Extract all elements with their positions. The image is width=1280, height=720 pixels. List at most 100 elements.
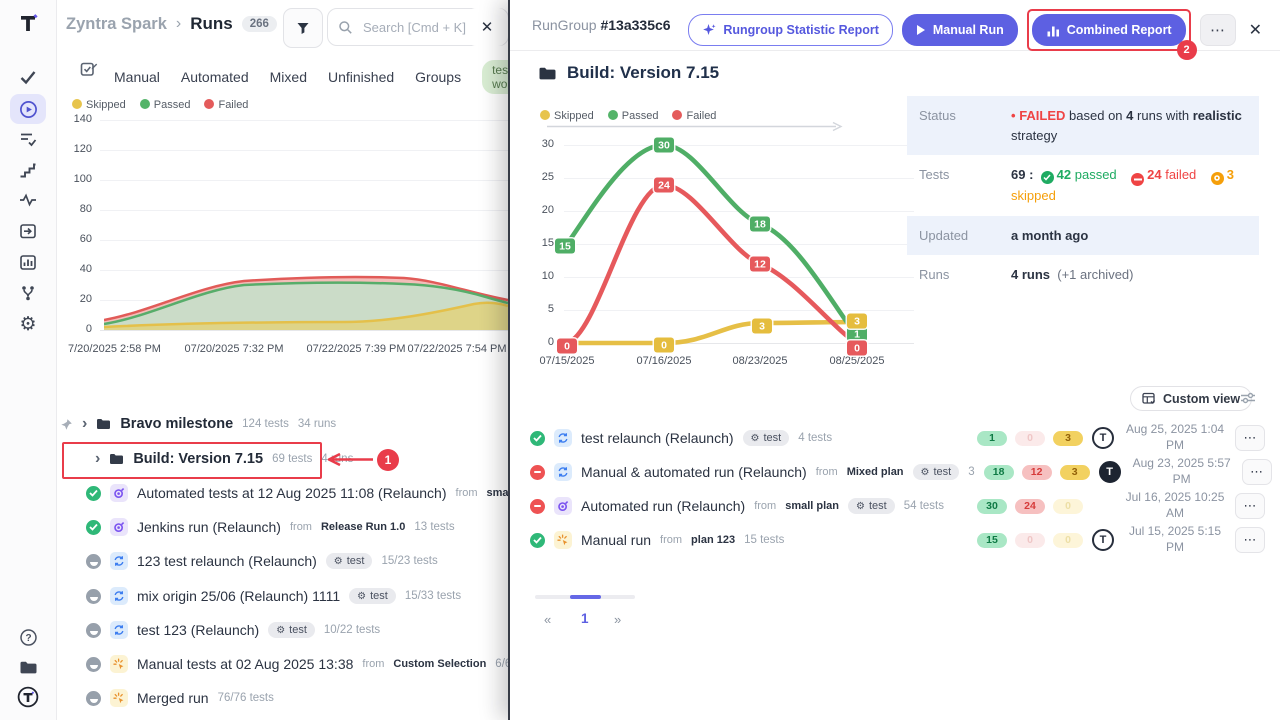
- search-input[interactable]: [361, 18, 498, 36]
- group-runs: 34 runs: [297, 418, 337, 430]
- list-item-highlighted[interactable]: › Build: Version 7.15 69 tests 4 runs: [64, 442, 353, 476]
- workspace-logo-button[interactable]: [10, 682, 46, 712]
- run-title: Manual tests at 02 Aug 2025 13:38: [137, 656, 354, 672]
- y-tick: 30: [541, 138, 554, 150]
- breadcrumb-project[interactable]: Zyntra Spark: [66, 14, 167, 33]
- projects-button[interactable]: [10, 652, 46, 682]
- row-menu-button[interactable]: ⋯: [1235, 493, 1265, 519]
- pagination-prev-button[interactable]: «: [544, 612, 552, 627]
- sidebar-item-milestones[interactable]: [10, 155, 46, 185]
- list-item[interactable]: Automated tests at 12 Aug 2025 11:08 (Re…: [86, 476, 508, 510]
- legend-passed[interactable]: Passed: [139, 99, 190, 111]
- sidebar-item-import[interactable]: [10, 216, 46, 246]
- tag-pill: ⚙ test: [268, 622, 315, 638]
- passed-badge: 18: [983, 464, 1014, 480]
- list-item[interactable]: Merged run 76/76 tests: [86, 681, 274, 715]
- tab-groups[interactable]: Groups: [415, 69, 462, 85]
- from-plan[interactable]: small plan: [785, 500, 839, 512]
- app-logo[interactable]: [10, 8, 46, 38]
- failed-badge: 12: [1021, 464, 1052, 480]
- tag-filter-chip[interactable]: test work: [482, 60, 508, 94]
- run-tests: 76/76 tests: [217, 692, 274, 704]
- data-label: 18: [750, 216, 770, 232]
- skipped-badge: 0: [1053, 532, 1083, 548]
- ellipsis-icon: ⋯: [1243, 532, 1257, 547]
- panel-close-button[interactable]: ✕: [1245, 20, 1266, 40]
- workspace-logo-icon: [17, 686, 39, 708]
- manual-run-button[interactable]: Manual Run: [901, 14, 1018, 46]
- tab-manual[interactable]: Manual: [114, 69, 160, 85]
- tab-automated[interactable]: Automated: [180, 69, 249, 85]
- custom-view-button[interactable]: Custom view: [1130, 386, 1253, 411]
- ellipsis-icon: ⋯: [1243, 498, 1257, 513]
- legend-failed[interactable]: Failed: [204, 99, 248, 111]
- sidebar-item-settings[interactable]: ⚙: [10, 309, 46, 339]
- list-item[interactable]: mix origin 25/06 (Relaunch) 1111 ⚙ test 1…: [86, 579, 461, 613]
- from-plan[interactable]: plan 123: [691, 534, 736, 546]
- gridline: [564, 310, 914, 311]
- list-item[interactable]: Jenkins run (Relaunch) from Release Run …: [86, 510, 455, 544]
- failed-dot-icon: [672, 110, 683, 120]
- legend-failed[interactable]: Failed: [672, 110, 716, 122]
- rungroup-statistic-report-button[interactable]: Rungroup Statistic Report: [688, 14, 893, 46]
- status-failed-icon: [530, 464, 545, 480]
- sidebar-item-runs[interactable]: [10, 94, 46, 124]
- sidebar-item-reports[interactable]: [10, 247, 46, 277]
- import-icon: [20, 224, 36, 239]
- table-row[interactable]: Automated run (Relaunch) from small plan…: [530, 489, 1265, 523]
- row-menu-button[interactable]: ⋯: [1235, 527, 1265, 553]
- list-item[interactable]: 123 test relaunch (Relaunch) ⚙ test 15/23…: [86, 544, 438, 578]
- legend-skipped[interactable]: Skipped: [540, 110, 594, 122]
- x-tick: 7/20/2025 2:58 PM: [68, 343, 161, 355]
- filter-button[interactable]: [283, 8, 323, 48]
- data-label: 3: [847, 313, 867, 329]
- sidebar-item-pulse[interactable]: [10, 185, 46, 215]
- gridline: [100, 150, 508, 151]
- gridline: [564, 244, 914, 245]
- list-item[interactable]: test 123 (Relaunch) ⚙ test 10/22 tests: [86, 613, 380, 647]
- manual-run-icon: [554, 531, 572, 549]
- sidebar-item-test-plans[interactable]: [10, 124, 46, 154]
- search-close-button[interactable]: ✕: [467, 8, 507, 46]
- skipped-badge: 0: [1053, 498, 1083, 514]
- chevron-right-icon[interactable]: ›: [82, 415, 88, 432]
- pagination-page-1[interactable]: 1: [581, 611, 589, 626]
- pagination-next-button[interactable]: »: [614, 612, 622, 627]
- from-plan[interactable]: Custom Selection: [393, 658, 487, 670]
- ellipsis-icon: ⋯: [1243, 430, 1257, 445]
- list-item[interactable]: Manual tests at 02 Aug 2025 13:38 from C…: [86, 647, 508, 681]
- table-row[interactable]: Manual run from plan 123 15 tests 15 0 0…: [530, 523, 1265, 557]
- data-label: 15: [555, 238, 575, 254]
- failed-badge: 24: [1015, 498, 1045, 514]
- row-menu-button[interactable]: ⋯: [1241, 459, 1272, 485]
- combined-report-button[interactable]: Combined Report: [1031, 14, 1186, 46]
- gridline: [100, 240, 508, 241]
- chevron-right-icon[interactable]: ›: [95, 450, 101, 467]
- rungroup-detail-panel: RunGroup #13a335c6 Rungroup Statistic Re…: [508, 0, 1280, 720]
- sidebar-item-tests[interactable]: [10, 62, 46, 92]
- panel-more-button[interactable]: ⋯: [1199, 14, 1236, 46]
- from-plan[interactable]: Mixed plan: [846, 466, 904, 478]
- pulse-icon: [20, 193, 36, 207]
- run-wizard-button[interactable]: [80, 61, 98, 83]
- legend-passed[interactable]: Passed: [607, 110, 658, 122]
- table-row[interactable]: test relaunch (Relaunch) ⚙ test 4 tests 1…: [530, 421, 1265, 455]
- from-plan[interactable]: small plan: [486, 487, 508, 499]
- help-button[interactable]: ?: [10, 622, 46, 652]
- table-row[interactable]: Manual & automated run (Relaunch) from M…: [530, 455, 1272, 489]
- legend-skipped[interactable]: Skipped: [72, 99, 126, 111]
- sidebar-item-branches[interactable]: [10, 278, 46, 308]
- data-label: 0: [847, 340, 867, 356]
- run-date: Jul 15, 2025 5:15 PM: [1128, 524, 1222, 554]
- left-navigation-rail: ⚙ ?: [0, 0, 57, 720]
- panel-header: RunGroup #13a335c6 Rungroup Statistic Re…: [510, 0, 1280, 60]
- tests-value: 69 : 42 passed 24 failed 3 skipped: [1011, 167, 1234, 203]
- row-menu-button[interactable]: ⋯: [1235, 425, 1265, 451]
- list-item[interactable]: › Bravo milestone 124 tests 34 runs: [60, 407, 336, 441]
- from-plan[interactable]: Release Run 1.0: [320, 521, 406, 533]
- tab-unfinished[interactable]: Unfinished: [328, 69, 395, 85]
- horizontal-scrollbar-thumb[interactable]: [570, 595, 601, 599]
- tab-mixed[interactable]: Mixed: [269, 69, 307, 85]
- sliders-icon[interactable]: [1240, 391, 1256, 405]
- y-tick: 60: [79, 233, 92, 245]
